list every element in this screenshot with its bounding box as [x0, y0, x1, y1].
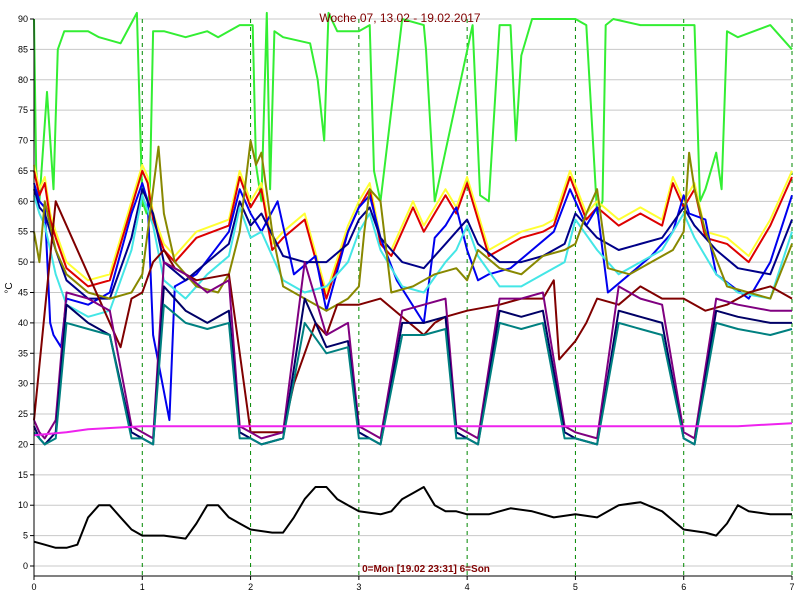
x-tick-label: 0	[31, 582, 36, 592]
series-line-purple	[33, 261, 792, 440]
x-tick-label: 5	[573, 582, 578, 592]
y-tick-label: 40	[18, 318, 28, 328]
x-tick-label: 7	[789, 582, 794, 592]
footer-caption: 0=Mon [19.02 23:31] 6=Son	[362, 564, 490, 575]
y-tick-label: 65	[18, 166, 28, 176]
series-line-cyan	[33, 194, 793, 318]
y-tick-label: 55	[18, 227, 28, 237]
x-tick-label: 6	[681, 582, 686, 592]
series-line-olive	[33, 139, 793, 312]
y-axis-label: °C	[4, 282, 15, 293]
y-tick-label: 35	[18, 348, 28, 358]
y-tick-label: 75	[18, 105, 28, 115]
y-tick-label: 60	[18, 196, 28, 206]
series-line-magenta	[33, 422, 793, 437]
y-tick-label: 25	[18, 409, 28, 419]
x-tick-label: 3	[356, 582, 361, 592]
series-line-black	[33, 486, 792, 549]
series-line-teal	[33, 303, 793, 446]
y-tick-label: 50	[18, 257, 28, 267]
y-tick-label: 0	[23, 561, 28, 571]
y-tick-label: 90	[18, 14, 28, 24]
x-tick-label: 2	[248, 582, 253, 592]
y-tick-label: 15	[18, 470, 28, 480]
series-line-navy	[33, 188, 793, 300]
y-tick-label: 70	[18, 136, 28, 146]
y-tick-label: 5	[23, 531, 28, 541]
y-tick-label: 20	[18, 439, 28, 449]
y-tick-label: 30	[18, 379, 28, 389]
series-line-red	[33, 169, 793, 300]
chart-title: Woche 07, 13.02 - 19.02.2017	[319, 11, 481, 25]
series-layer	[33, 11, 793, 549]
y-tick-label: 80	[18, 75, 28, 85]
y-tick-label: 10	[18, 500, 28, 510]
y-tick-label: 45	[18, 288, 28, 298]
x-tick-label: 4	[465, 582, 470, 592]
y-tick-label: 85	[18, 44, 28, 54]
day-markers	[141, 19, 793, 576]
x-tick-label: 1	[140, 582, 145, 592]
series-line-maroon	[33, 200, 793, 434]
